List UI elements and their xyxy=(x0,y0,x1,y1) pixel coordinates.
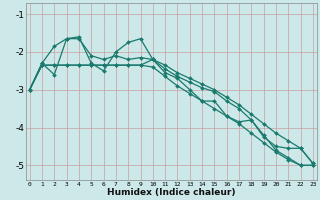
X-axis label: Humidex (Indice chaleur): Humidex (Indice chaleur) xyxy=(107,188,236,197)
